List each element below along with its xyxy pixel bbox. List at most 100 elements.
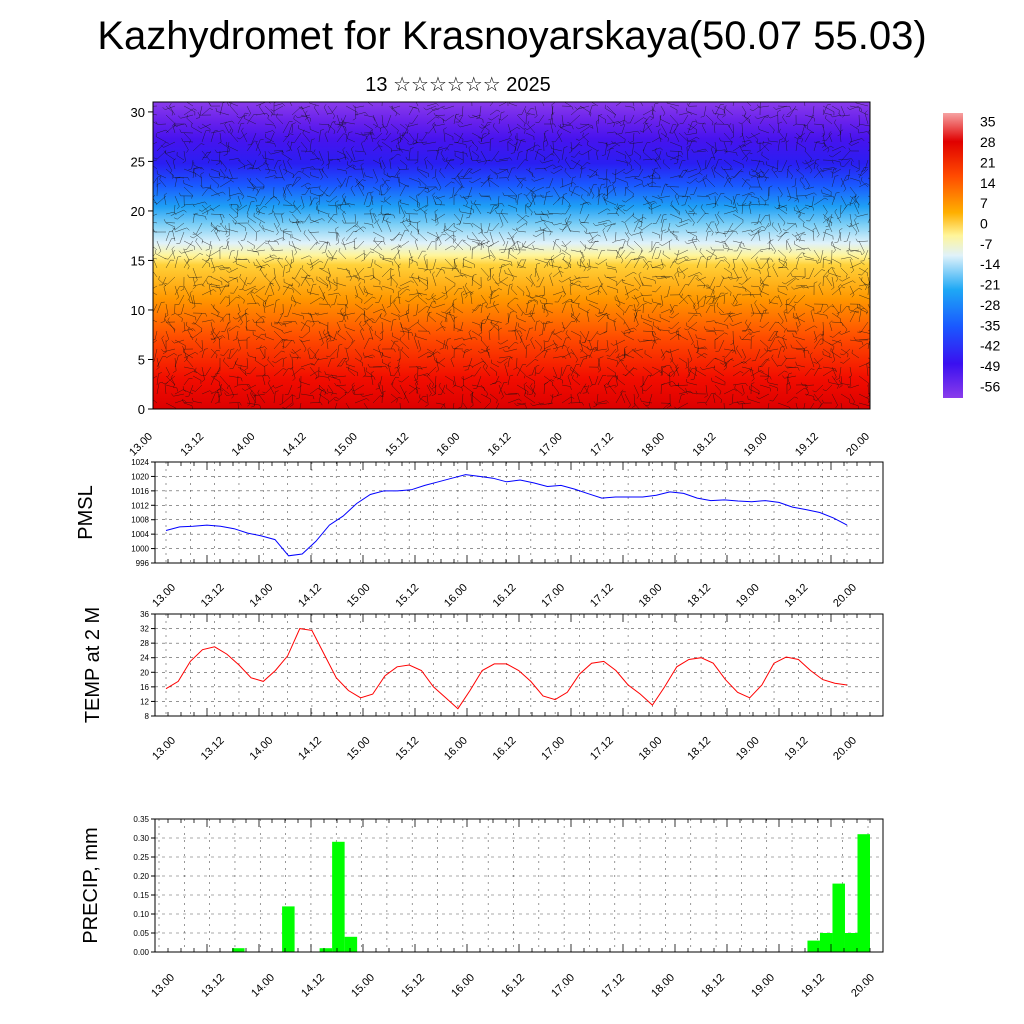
wind-barb-flag (397, 130, 399, 134)
wind-barb-flag (295, 321, 298, 325)
wind-barb-flag (432, 121, 436, 125)
wind-barb (588, 184, 594, 197)
wind-barb-flag (781, 141, 785, 143)
wind-barb-flag (327, 124, 330, 129)
wind-barb (267, 242, 275, 251)
wind-barb-flag (802, 175, 804, 180)
wind-barb (732, 294, 739, 305)
wind-barb-flag (587, 240, 591, 244)
wind-barb (685, 186, 689, 197)
wind-barb (511, 238, 518, 251)
wind-barb-flag (523, 123, 526, 127)
wind-barb-flag (380, 212, 383, 216)
wind-barb-flag (283, 368, 287, 371)
wind-barb (615, 312, 625, 322)
wind-barb (861, 168, 869, 176)
wind-barb (615, 247, 621, 260)
wind-barb (723, 285, 732, 293)
wind-barb-flag (416, 202, 419, 207)
wind-barb (356, 240, 365, 249)
wind-barb (183, 141, 189, 150)
wind-barb (741, 140, 750, 143)
wind-barb-flag (855, 231, 858, 236)
wind-barb (651, 371, 659, 377)
wind-barb (660, 219, 664, 233)
wind-barb (354, 132, 367, 137)
wind-barb-flag (356, 221, 359, 225)
wind-barb-flag (580, 106, 584, 109)
wind-barb (472, 203, 482, 206)
wind-barb-flag (669, 316, 673, 319)
wind-barb (561, 352, 572, 359)
wind-barb (392, 335, 401, 341)
wind-barb (172, 160, 176, 170)
wind-barb (445, 228, 455, 233)
wind-barb-flag (759, 221, 763, 225)
wind-barb (667, 222, 671, 232)
wind-barb-flag (451, 181, 455, 184)
wind-barb-flag (616, 212, 620, 217)
wind-barb (516, 152, 520, 161)
wind-barb (236, 263, 248, 269)
wind-barb-flag (643, 216, 647, 220)
wind-barb (183, 285, 191, 298)
wind-barb (314, 357, 320, 366)
wind-barb (159, 179, 167, 188)
wind-barb (295, 221, 302, 233)
wind-barb (714, 222, 719, 232)
wind-barb-flag (458, 114, 463, 117)
wind-barb (525, 204, 533, 213)
wind-barb (867, 257, 870, 260)
wind-barb-flag (595, 240, 599, 242)
wind-barb-flag (510, 152, 515, 154)
wind-barb-flag (795, 224, 798, 228)
wind-barb-flag (496, 175, 498, 180)
wind-barb-flag (724, 332, 728, 335)
wind-barb-flag (432, 383, 434, 388)
wind-barb (381, 177, 389, 188)
wind-barb-flag (614, 385, 618, 388)
wind-barb-flag (495, 210, 498, 214)
wind-barb-flag (844, 179, 849, 181)
wind-barb-flag (276, 232, 279, 236)
wind-barb-flag (610, 343, 614, 346)
wind-barb (273, 160, 278, 170)
wind-barb (750, 159, 764, 163)
wind-barb-flag (816, 141, 821, 143)
wind-barb (378, 294, 383, 303)
wind-barb-flag (335, 200, 339, 203)
wind-barb (795, 339, 805, 350)
wind-barb-flag (398, 380, 402, 383)
wind-barb (597, 286, 600, 296)
wind-barb (633, 159, 642, 167)
wind-barb (732, 267, 739, 279)
wind-barb-flag (539, 93, 541, 96)
wind-barb (793, 316, 806, 323)
wind-barb (588, 186, 595, 196)
wind-barb (291, 357, 294, 368)
wind-barb (289, 102, 293, 107)
wind-barb (193, 231, 203, 239)
wind-barb (259, 348, 266, 359)
wind-barb-flag (522, 292, 525, 296)
wind-barb (382, 362, 392, 368)
wind-barb-flag (551, 222, 555, 226)
wind-barb-flag (241, 388, 246, 391)
wind-barb-flag (387, 278, 391, 281)
wind-barb-flag (807, 350, 810, 355)
wind-barb-flag (670, 200, 673, 204)
wind-barb-flag (502, 203, 505, 207)
wind-barb-flag (519, 151, 523, 153)
wind-barb-flag (681, 293, 683, 297)
wind-barb (359, 331, 365, 341)
wind-barb (375, 312, 383, 323)
wind-barb-flag (453, 194, 458, 197)
wind-barb (399, 321, 405, 335)
wind-barb (678, 170, 684, 179)
wind-barb-flag (205, 130, 210, 132)
wind-barb (363, 133, 370, 143)
wind-barb (822, 267, 832, 278)
wind-barb (462, 258, 475, 265)
wind-barb (297, 114, 311, 118)
wind-barb-flag (471, 276, 474, 280)
